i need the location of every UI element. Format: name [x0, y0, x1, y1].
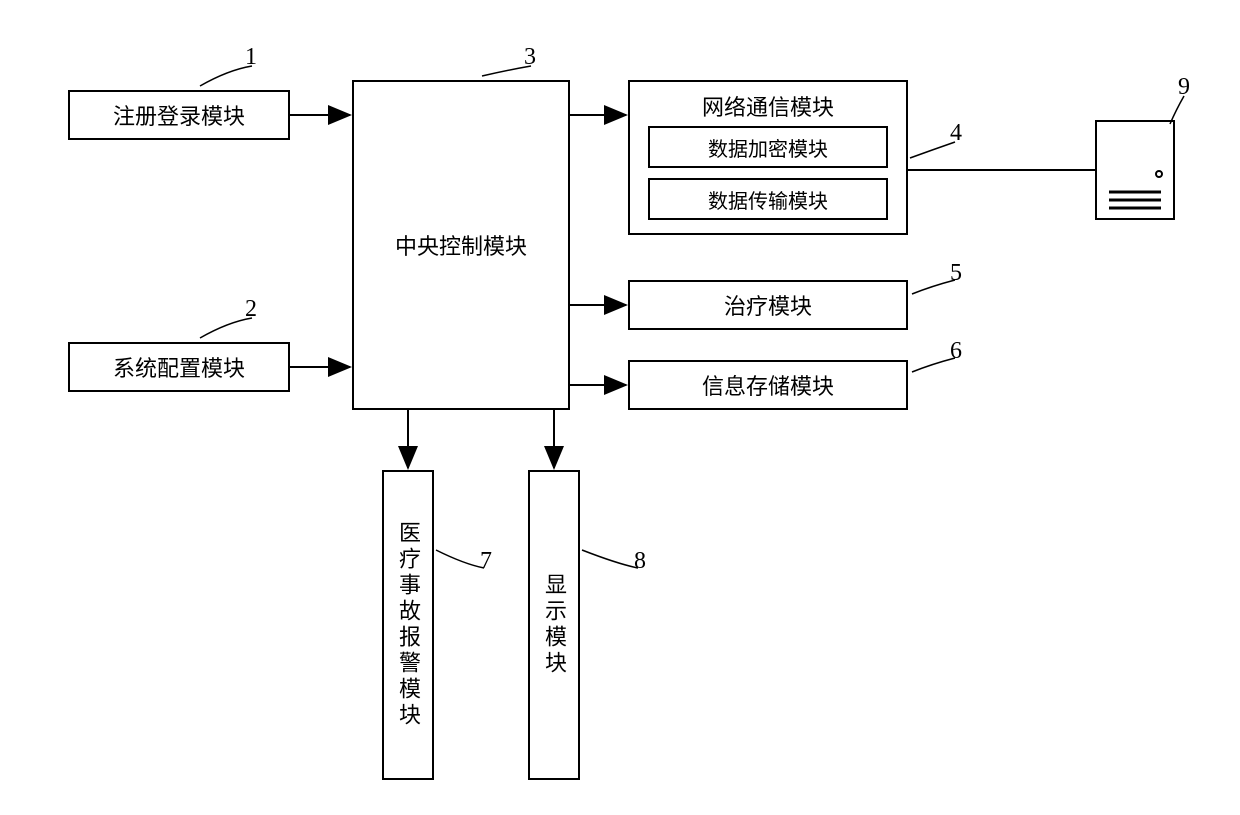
node-system-config: 系统配置模块: [68, 342, 290, 392]
diagram-canvas: 注册登录模块 系统配置模块 中央控制模块 网络通信模块 数据加密模块 数据传输模…: [0, 0, 1240, 815]
ref-number-8: 8: [634, 548, 646, 575]
ref-number-9: 9: [1178, 74, 1190, 101]
node-label: 注册登录模块: [113, 99, 245, 131]
node-data-encrypt: 数据加密模块: [648, 126, 888, 168]
node-display: 显示模块: [528, 470, 580, 780]
node-label: 医疗事故报警模块: [392, 521, 424, 729]
node-central-control: 中央控制模块: [352, 80, 570, 410]
ref-number-3: 3: [524, 44, 536, 71]
node-label: 数据加密模块: [708, 133, 828, 162]
ref-number-6: 6: [950, 338, 962, 365]
node-server: [1095, 120, 1175, 220]
ref-number-7: 7: [480, 548, 492, 575]
ref-number-1: 1: [245, 44, 257, 71]
node-info-storage: 信息存储模块: [628, 360, 908, 410]
node-label: 中央控制模块: [395, 229, 527, 261]
node-medical-alarm: 医疗事故报警模块: [382, 470, 434, 780]
ref-number-2: 2: [245, 296, 257, 323]
node-label: 网络通信模块: [702, 90, 834, 122]
node-label: 显示模块: [538, 573, 570, 677]
node-label: 治疗模块: [724, 289, 812, 321]
ref-number-5: 5: [950, 260, 962, 287]
node-treatment: 治疗模块: [628, 280, 908, 330]
node-label: 系统配置模块: [113, 351, 245, 383]
ref-number-4: 4: [950, 120, 962, 147]
node-label: 信息存储模块: [702, 369, 834, 401]
server-icon: [1095, 120, 1175, 220]
node-data-transfer: 数据传输模块: [648, 178, 888, 220]
node-label: 数据传输模块: [708, 185, 828, 214]
node-register-login: 注册登录模块: [68, 90, 290, 140]
